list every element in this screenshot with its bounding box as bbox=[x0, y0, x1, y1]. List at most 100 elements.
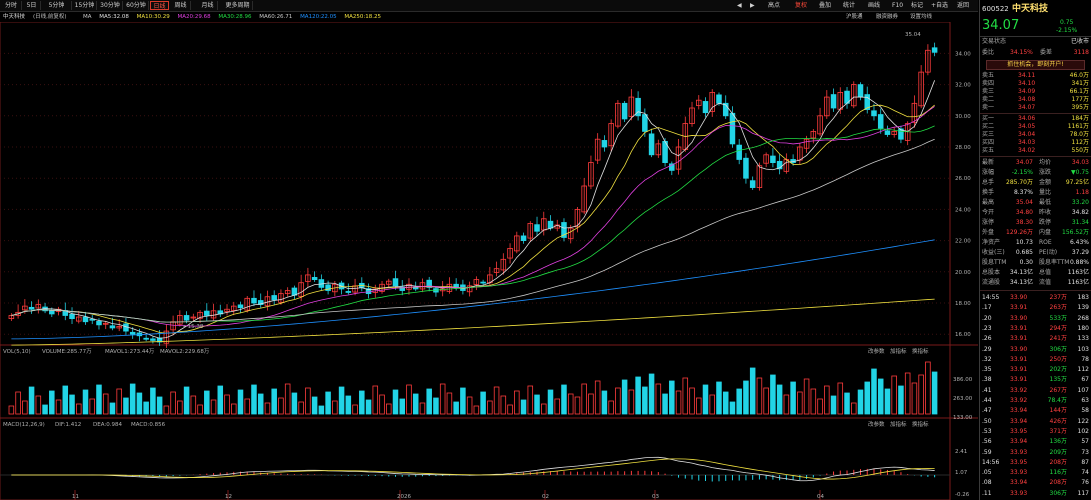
divider bbox=[980, 290, 1091, 291]
next-icon[interactable]: ▶ bbox=[750, 2, 755, 9]
volume-bar-up bbox=[487, 400, 493, 415]
macd-panel-button[interactable]: 改参数 bbox=[868, 420, 885, 428]
candle-down bbox=[69, 313, 75, 319]
ask-price: 34.07 bbox=[1018, 104, 1036, 111]
stat-label: 今开 bbox=[982, 209, 995, 216]
stat-label: 均价 bbox=[1039, 159, 1052, 166]
draw-button[interactable]: 画线 bbox=[868, 2, 881, 9]
candle-down bbox=[702, 101, 709, 114]
volume-bar-down bbox=[729, 401, 736, 415]
mark-button[interactable]: 标记 bbox=[911, 2, 924, 9]
candle-down bbox=[642, 114, 648, 132]
tick-price: 33.91 bbox=[1010, 335, 1028, 343]
volume-bar-down bbox=[150, 387, 156, 415]
stat-label: 净资产 bbox=[982, 239, 1001, 246]
high-point-button[interactable]: 高点 bbox=[768, 2, 781, 9]
tick-count: 183 bbox=[1077, 294, 1089, 301]
candle-up bbox=[925, 49, 931, 73]
candle-up bbox=[116, 325, 122, 329]
stat-label: 收益(三) bbox=[982, 249, 1005, 256]
tick-price: 33.94 bbox=[1010, 407, 1028, 415]
adjust-button[interactable]: 复权 bbox=[795, 2, 808, 9]
tick-volume: 250万 bbox=[1049, 355, 1067, 363]
candle-up bbox=[615, 102, 621, 127]
candle-down bbox=[82, 316, 89, 323]
stat-row: 总股本 34.13亿 总值 1163亿 bbox=[982, 269, 1089, 277]
stats-button[interactable]: 统计 bbox=[843, 2, 856, 9]
vol-panel-button[interactable]: 换指标 bbox=[912, 347, 929, 355]
tab-60min[interactable]: 60分钟 bbox=[124, 1, 149, 10]
stat-label: 跌停 bbox=[1039, 219, 1052, 226]
tab-15min[interactable]: 15分钟 bbox=[73, 1, 97, 10]
tab-5day[interactable]: 5日 bbox=[23, 1, 41, 10]
f10-button[interactable]: F10 bbox=[892, 2, 904, 9]
back-button[interactable]: 返回 bbox=[957, 2, 970, 9]
tick-count: 78 bbox=[1081, 355, 1089, 363]
vol-tick-label: 133.00 bbox=[953, 415, 973, 421]
tab-5min[interactable]: 5分钟 bbox=[42, 1, 72, 10]
set-ma-button[interactable]: 设置均线 bbox=[910, 14, 933, 20]
vol-panel-button[interactable]: 改参数 bbox=[868, 347, 885, 355]
volume-bar-down bbox=[143, 401, 149, 415]
tick-count: 180 bbox=[1077, 324, 1089, 332]
hk-connect-link[interactable]: 沪股通 bbox=[846, 14, 863, 20]
candle-up bbox=[918, 71, 924, 107]
bid-volume: 1161万 bbox=[1067, 123, 1089, 130]
ma30-line bbox=[11, 125, 935, 323]
volume-bar-down bbox=[49, 390, 55, 415]
bid-row: 买四 34.03 112万 bbox=[982, 139, 1089, 147]
volume-bar-down bbox=[635, 376, 641, 415]
tab-30min[interactable]: 30分钟 bbox=[98, 1, 123, 10]
candle-down bbox=[743, 157, 749, 179]
volume-bar-up bbox=[514, 390, 520, 415]
ma250-label: MA250:18.25 bbox=[344, 14, 382, 20]
tick-count: 63 bbox=[1081, 397, 1089, 404]
macd-panel-button[interactable]: 加指标 bbox=[890, 420, 907, 428]
tick-volume: 78.4万 bbox=[1047, 397, 1067, 404]
volume-bar-down bbox=[877, 378, 884, 415]
tick-time: .47 bbox=[982, 407, 992, 415]
open-account-banner[interactable]: 抓住机会，即刻开户! bbox=[986, 60, 1085, 70]
vol-tick-label: 263.00 bbox=[953, 396, 973, 402]
vol-panel-button[interactable]: 加指标 bbox=[890, 347, 907, 355]
chart-svg: 34.00 32.00 30.00 28.00 26.00 24.00 22.00 20.00… bbox=[0, 22, 978, 500]
candle-up bbox=[386, 280, 392, 285]
volume-bar-up bbox=[783, 394, 790, 415]
macd-title: MACD(12,26,9) bbox=[3, 422, 45, 428]
volume-bar-down bbox=[433, 397, 439, 415]
volume-bar-up bbox=[22, 400, 28, 415]
tick-count: 73 bbox=[1081, 448, 1089, 456]
tab-more-periods[interactable]: 更多周期 bbox=[223, 1, 253, 10]
volume-bar-down bbox=[480, 391, 486, 415]
candle-down bbox=[547, 220, 554, 229]
candle-up bbox=[803, 138, 810, 149]
macd-panel-button[interactable]: 换指标 bbox=[912, 420, 929, 428]
tab-daily[interactable]: 日线 bbox=[150, 1, 169, 10]
ask-label: 卖三 bbox=[982, 88, 995, 95]
tick-count: 112 bbox=[1077, 366, 1089, 374]
candle-down bbox=[669, 163, 675, 171]
volume-bar-down bbox=[69, 394, 75, 415]
stat-value: 129.26万 bbox=[1006, 229, 1033, 236]
volume-bar-down bbox=[743, 380, 749, 415]
volume-bar-down bbox=[642, 386, 648, 415]
overlay-button[interactable]: 叠加 bbox=[819, 2, 832, 9]
kline-chart[interactable]: 34.00 32.00 30.00 28.00 26.00 24.00 22.00 20.00… bbox=[0, 22, 978, 500]
tab-intraday[interactable]: 分时 bbox=[1, 1, 22, 10]
candle-up bbox=[527, 223, 534, 239]
tab-weekly[interactable]: 周线 bbox=[171, 1, 191, 10]
bid-row: 买三 34.04 78.0万 bbox=[982, 131, 1089, 139]
margin-link[interactable]: 融资融券 bbox=[876, 14, 899, 20]
stat-row: 最高 35.04 最低 33.20 bbox=[982, 199, 1089, 207]
volume-bar-down bbox=[217, 385, 224, 415]
macd-tick-label: -0.26 bbox=[955, 492, 970, 498]
tab-monthly[interactable]: 月线 bbox=[198, 1, 218, 10]
tick-price: 33.94 bbox=[1010, 438, 1028, 446]
add-watchlist-button[interactable]: +自选 bbox=[931, 2, 949, 9]
volume-bar-down bbox=[426, 388, 432, 415]
tick-volume: 371万 bbox=[1049, 427, 1067, 435]
candle-up bbox=[756, 165, 763, 188]
volume-bar-down bbox=[702, 384, 709, 415]
prev-icon[interactable]: ◀ bbox=[737, 2, 742, 9]
stock-name-label: 中天科技 bbox=[3, 14, 26, 20]
